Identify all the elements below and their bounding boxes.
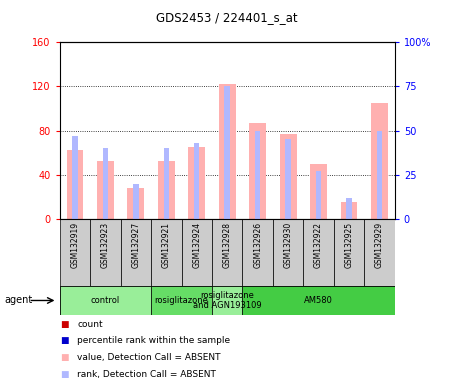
Bar (90, 219, 121, 286)
Text: rank, Detection Call = ABSENT: rank, Detection Call = ABSENT (77, 369, 216, 379)
Text: GSM132924: GSM132924 (192, 222, 201, 268)
Bar (212, 219, 242, 286)
Bar (310, 164, 327, 219)
Bar (224, 86, 230, 219)
Bar (285, 139, 291, 219)
Text: ■: ■ (60, 320, 68, 329)
Bar (128, 188, 144, 219)
Text: GSM132922: GSM132922 (314, 222, 323, 268)
Bar (316, 171, 321, 219)
Bar (242, 286, 395, 315)
Bar (188, 147, 205, 219)
Bar (242, 219, 273, 286)
Bar (151, 219, 181, 286)
Bar (249, 123, 266, 219)
Text: rosiglitazone: rosiglitazone (155, 296, 208, 305)
Text: ■: ■ (60, 353, 68, 362)
Text: ■: ■ (60, 369, 68, 379)
Bar (60, 219, 90, 286)
Text: GSM132926: GSM132926 (253, 222, 262, 268)
Bar (334, 219, 364, 286)
Text: GSM132929: GSM132929 (375, 222, 384, 268)
Text: GSM132930: GSM132930 (284, 222, 293, 268)
Bar (158, 162, 175, 219)
Bar (67, 151, 83, 219)
Text: count: count (77, 320, 103, 329)
Bar (219, 84, 235, 219)
Text: value, Detection Call = ABSENT: value, Detection Call = ABSENT (77, 353, 221, 362)
Bar (194, 143, 200, 219)
Text: ■: ■ (60, 336, 68, 346)
Bar (212, 286, 242, 315)
Text: GSM132923: GSM132923 (101, 222, 110, 268)
Bar (97, 162, 114, 219)
Bar (303, 219, 334, 286)
Bar (341, 202, 358, 219)
Bar (163, 148, 169, 219)
Text: GSM132927: GSM132927 (131, 222, 140, 268)
Bar (273, 219, 303, 286)
Text: AM580: AM580 (304, 296, 333, 305)
Bar (151, 286, 212, 315)
Text: GSM132928: GSM132928 (223, 222, 232, 268)
Text: GSM132919: GSM132919 (70, 222, 79, 268)
Text: GSM132921: GSM132921 (162, 222, 171, 268)
Bar (377, 131, 382, 219)
Bar (103, 148, 108, 219)
Text: GDS2453 / 224401_s_at: GDS2453 / 224401_s_at (157, 12, 298, 25)
Bar (133, 184, 139, 219)
Bar (280, 134, 297, 219)
Bar (121, 219, 151, 286)
Bar (364, 219, 395, 286)
Text: agent: agent (5, 295, 33, 306)
Text: percentile rank within the sample: percentile rank within the sample (77, 336, 230, 346)
Bar (346, 198, 352, 219)
Text: rosiglitazone
and AGN193109: rosiglitazone and AGN193109 (193, 291, 262, 310)
Bar (371, 103, 388, 219)
Text: GSM132925: GSM132925 (345, 222, 353, 268)
Bar (72, 136, 78, 219)
Text: control: control (91, 296, 120, 305)
Bar (255, 131, 260, 219)
Bar (60, 286, 151, 315)
Bar (181, 219, 212, 286)
